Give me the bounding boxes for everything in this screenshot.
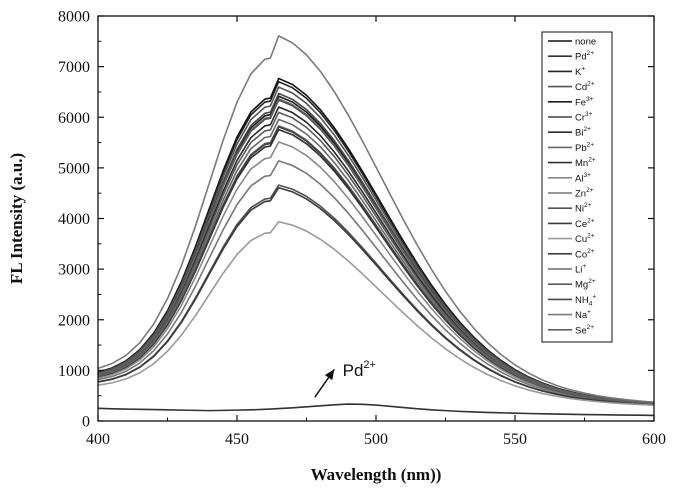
y-tick-label: 6000 — [58, 110, 90, 127]
legend-label-sup: 2+ — [587, 233, 595, 240]
legend-label-sup: 2+ — [587, 217, 595, 224]
legend-label-sup: 3+ — [586, 96, 594, 103]
y-tick-label: 2000 — [58, 312, 90, 329]
legend-label-sup: 2+ — [588, 278, 596, 285]
legend-label-base: Fe — [575, 97, 586, 108]
legend-label-base: Ni — [575, 204, 584, 215]
legend-label-sup: 2+ — [587, 141, 595, 148]
annotation-arrow-head — [325, 369, 334, 380]
y-tick-label: 0 — [82, 414, 90, 431]
legend-label-sup: 3+ — [585, 111, 593, 118]
legend-label-base: Co — [575, 249, 587, 260]
legend-label-base: Li — [575, 265, 582, 276]
legend-label-sup: 2+ — [587, 248, 595, 255]
y-axis-title: FL Intensity (a.u.) — [7, 153, 26, 284]
legend-label-base: Cu — [575, 234, 587, 245]
y-tick-label: 4000 — [58, 211, 90, 228]
legend-label-sup: 3+ — [583, 172, 591, 179]
legend-label-sub: 4 — [589, 300, 593, 307]
legend-label-base: Zn — [575, 189, 586, 200]
legend-label-base: Cd — [575, 82, 587, 93]
legend-label-base: Cr — [575, 113, 585, 124]
legend-label-base: Se — [575, 325, 587, 336]
y-tick-label: 7000 — [58, 59, 90, 76]
legend-label-base: Mg — [575, 280, 588, 291]
legend-label-base: NH — [575, 295, 589, 306]
x-tick-label: 450 — [225, 431, 249, 448]
legend-label-base: Pd — [575, 52, 587, 63]
legend-label-sup: + — [592, 293, 596, 300]
x-tick-label: 500 — [364, 431, 388, 448]
x-axis-title: Wavelength (nm)) — [311, 465, 442, 484]
legend-label-sup: 2+ — [587, 324, 595, 331]
x-tick-label: 400 — [86, 431, 110, 448]
legend-label-base: Na — [575, 310, 588, 321]
legend-label-sup: 2+ — [584, 202, 592, 209]
legend-label-base: Bi — [575, 128, 583, 139]
x-tick-label: 550 — [503, 431, 527, 448]
legend-label-sup: 2+ — [583, 126, 591, 133]
legend-label-base: Al — [575, 173, 583, 184]
annotation-label-sup: 2+ — [363, 359, 376, 371]
y-tick-label: 3000 — [58, 262, 90, 279]
legend: nonePd2+K+Cd2+Fe3+Cr3+Bi2+Pb2+Mn2+Al3+Zn… — [542, 32, 612, 342]
x-tick-label: 600 — [642, 431, 666, 448]
annotation-label-base: Pd — [343, 361, 364, 380]
y-tick-label: 5000 — [58, 160, 90, 177]
legend-label: none — [575, 37, 596, 48]
fluorescence-chart: 4004505005506000100020003000400050006000… — [0, 0, 674, 495]
legend-label-sup: + — [581, 65, 585, 72]
legend-label-base: Pb — [575, 143, 587, 154]
legend-label-sup: 2+ — [586, 187, 594, 194]
legend-label-sup: 2+ — [588, 157, 596, 164]
y-tick-label: 1000 — [58, 363, 90, 380]
legend-label-base: Ce — [575, 219, 587, 230]
series-line — [98, 404, 654, 415]
legend-label-sup: + — [582, 263, 586, 270]
annotation-label: Pd2+ — [343, 359, 376, 380]
legend-label-sup: 2+ — [587, 81, 595, 88]
annotation: Pd2+ — [315, 359, 376, 397]
legend-label-sup: 2+ — [587, 50, 595, 57]
legend-label-base: Mn — [575, 158, 588, 169]
y-tick-label: 8000 — [58, 9, 90, 26]
legend-label-sup: + — [587, 309, 591, 316]
